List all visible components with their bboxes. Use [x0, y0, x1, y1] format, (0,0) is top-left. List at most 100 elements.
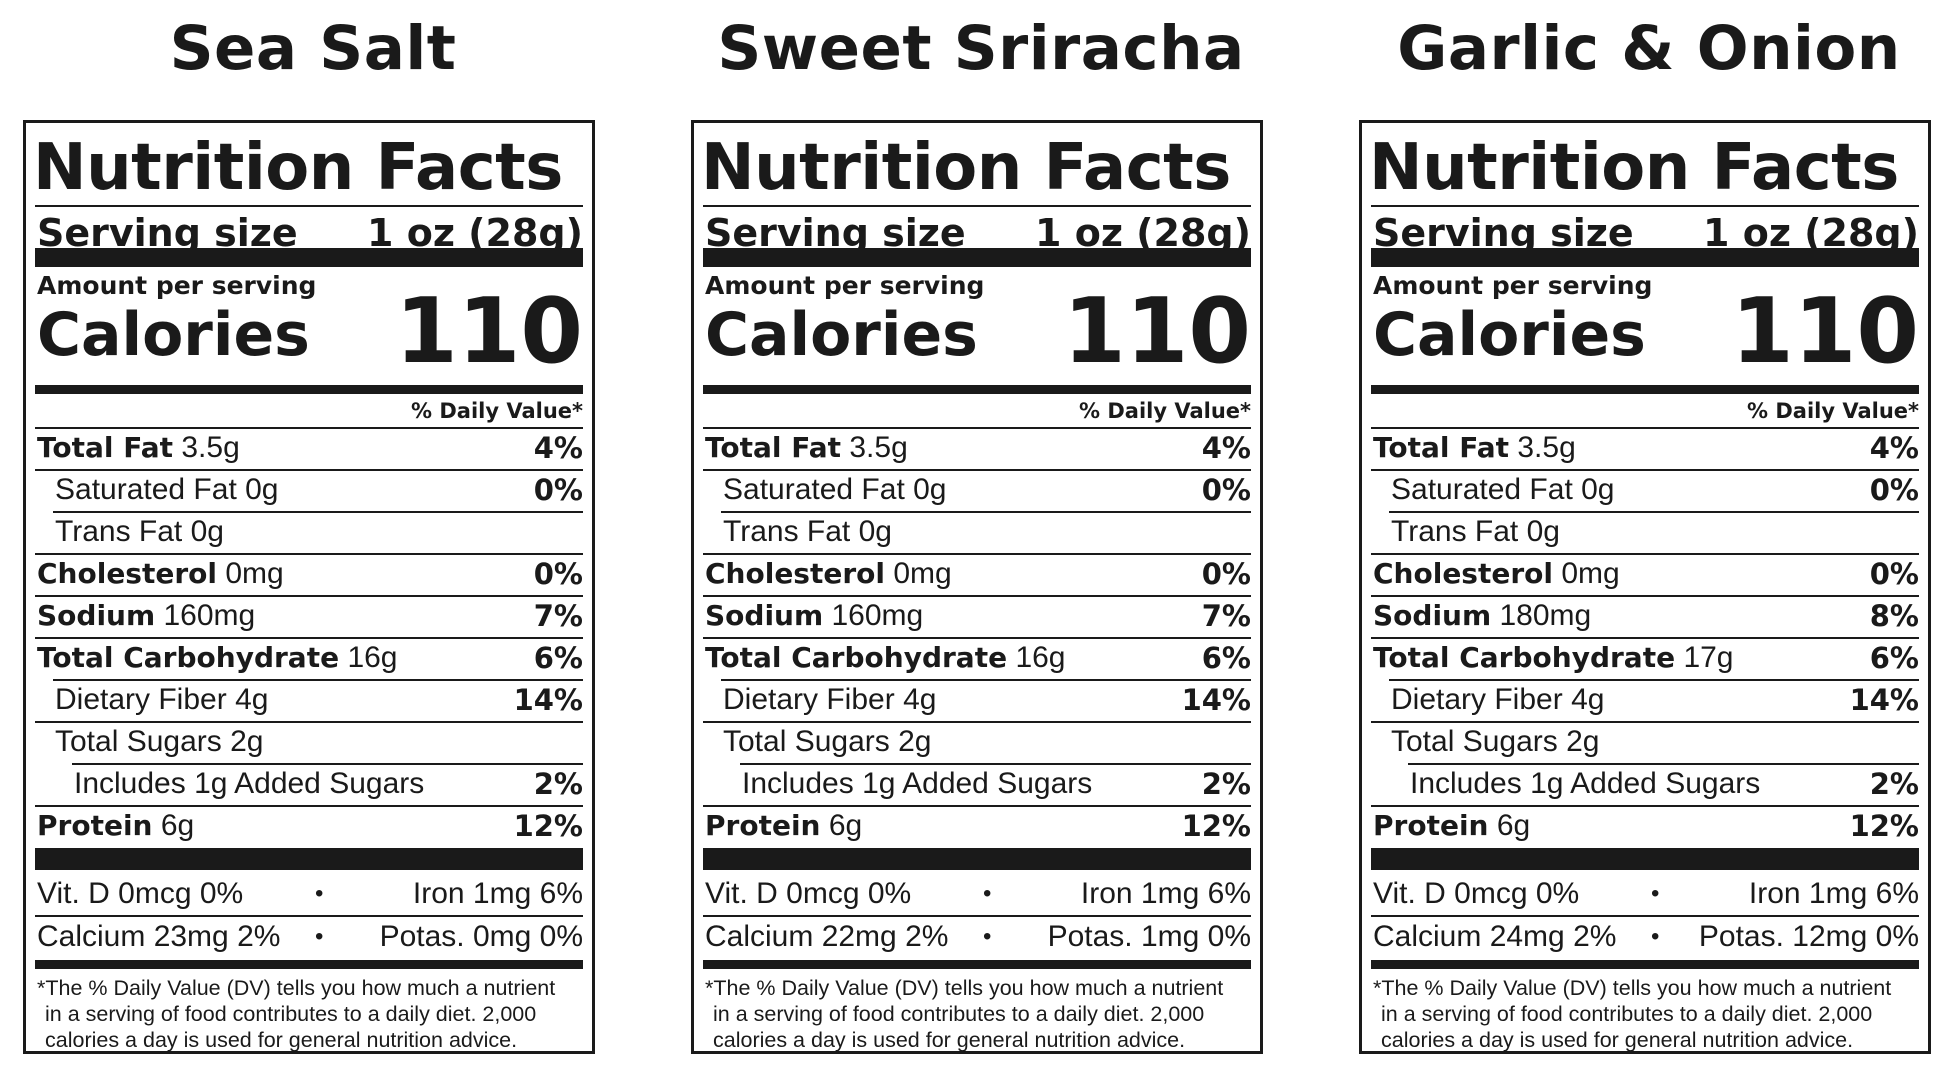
nutrient-row: Dietary Fiber 4g 14% [703, 679, 1251, 721]
daily-value-percent: 14% [1181, 683, 1251, 717]
nutrition-label: Nutrition Facts Serving size 1 oz (28g) … [1359, 120, 1931, 1054]
daily-value-percent: 14% [513, 683, 583, 717]
divider [703, 721, 1251, 723]
nutrient-label: Total Carbohydrate [37, 641, 340, 674]
calories-value: 110 [1063, 279, 1251, 384]
thick-divider [1371, 848, 1919, 870]
nutrition-label: Nutrition Facts Serving size 1 oz (28g) … [691, 120, 1263, 1054]
medium-divider [35, 960, 583, 969]
iron: Iron 1mg 6% [412, 877, 583, 910]
nutrient-name: Cholesterol 0mg [1373, 553, 1620, 595]
nutrient-amount: 0g [1526, 515, 1560, 548]
divider [703, 595, 1251, 597]
iron: Iron 1mg 6% [1080, 877, 1251, 910]
thick-divider [1371, 248, 1919, 267]
nutrient-label: Sodium [37, 599, 156, 632]
potassium: Potas. 12mg 0% [1698, 920, 1919, 953]
nutrient-name: Sodium 180mg [1373, 595, 1591, 637]
nutrient-row: Trans Fat 0g [703, 511, 1251, 553]
daily-value-percent: 0% [533, 557, 583, 591]
bullet-separator: • [315, 923, 324, 950]
nutrient-amount: 0mg [225, 557, 284, 590]
nutrient-name: Total Sugars 2g [1373, 721, 1599, 763]
nutrient-row: Cholesterol 0mg 0% [703, 553, 1251, 595]
nutrient-name: Total Fat 3.5g [37, 427, 240, 469]
thick-divider [35, 248, 583, 267]
serving-size-row: Serving size 1 oz (28g) [1371, 205, 1919, 261]
potassium: Potas. 0mg 0% [379, 920, 583, 953]
nutrient-label: Includes 1g Added Sugars [74, 767, 425, 800]
footnote-line: calories a day is used for general nutri… [45, 1028, 518, 1052]
divider [740, 763, 1251, 765]
amount-per-serving: Amount per serving [1373, 271, 1653, 300]
divider [35, 637, 583, 639]
amount-per-serving: Amount per serving [705, 271, 985, 300]
nutrient-row: Sodium 160mg 7% [35, 595, 583, 637]
medium-divider [703, 385, 1251, 394]
serving-size-label: Serving size [37, 211, 298, 255]
nutrient-label: Total Sugars [1391, 725, 1558, 758]
serving-size-value: 1 oz (28g) [1703, 211, 1919, 255]
nutrient-row: Protein 6g 12% [35, 805, 583, 847]
nutrient-label: Dietary Fiber [55, 683, 227, 716]
bullet-separator: • [1651, 923, 1660, 950]
daily-value-percent: 0% [1201, 473, 1251, 507]
nutrient-row: Includes 1g Added Sugars 2% [1371, 763, 1919, 805]
nutrient-row: Protein 6g 12% [1371, 805, 1919, 847]
daily-value-percent: 6% [1201, 641, 1251, 675]
divider [1371, 205, 1919, 207]
divider [703, 205, 1251, 207]
nutrient-label: Dietary Fiber [1391, 683, 1563, 716]
calories-value: 110 [1731, 279, 1919, 384]
daily-value-header: % Daily Value* [1079, 399, 1251, 423]
nutrient-amount: 2g [1566, 725, 1600, 758]
serving-size-row: Serving size 1 oz (28g) [35, 205, 583, 261]
nutrient-amount: 4g [235, 683, 269, 716]
flavor-heading: Sweet Sriracha [717, 13, 1245, 84]
divider [1371, 915, 1919, 917]
nutrient-name: Dietary Fiber 4g [37, 679, 268, 721]
nutrition-facts-title: Nutrition Facts [701, 131, 1231, 205]
nutrient-name: Trans Fat 0g [705, 511, 892, 553]
nutrient-amount: 17g [1683, 641, 1734, 674]
divider [35, 595, 583, 597]
nutrient-name: Includes 1g Added Sugars [37, 763, 424, 805]
nutrient-amount: 2g [230, 725, 264, 758]
serving-size-value: 1 oz (28g) [367, 211, 583, 255]
calcium: Calcium 22mg 2% [705, 920, 949, 953]
divider [1389, 511, 1919, 513]
serving-size-label: Serving size [1373, 211, 1634, 255]
daily-value-header: % Daily Value* [1747, 399, 1919, 423]
nutrient-amount: 3.5g [849, 431, 908, 464]
amount-per-serving: Amount per serving [37, 271, 317, 300]
divider [35, 427, 583, 429]
divider [1371, 721, 1919, 723]
bullet-separator: • [315, 880, 324, 907]
nutrient-label: Protein [1373, 809, 1489, 842]
nutrient-label: Protein [705, 809, 821, 842]
nutrient-amount: 160mg [831, 599, 924, 632]
nutrient-amount: 0g [245, 473, 279, 506]
divider [1371, 637, 1919, 639]
nutrient-name: Saturated Fat 0g [1373, 469, 1615, 511]
nutrient-name: Total Fat 3.5g [705, 427, 908, 469]
nutrient-label: Trans Fat [723, 515, 851, 548]
nutrient-amount: 2g [898, 725, 932, 758]
serving-size-value: 1 oz (28g) [1035, 211, 1251, 255]
nutrient-name: Saturated Fat 0g [37, 469, 279, 511]
nutrient-row: Saturated Fat 0g 0% [1371, 469, 1919, 511]
nutrient-row: Trans Fat 0g [35, 511, 583, 553]
nutrient-name: Total Carbohydrate 17g [1373, 637, 1734, 679]
nutrient-label: Total Fat [1373, 431, 1510, 464]
nutrient-label: Includes 1g Added Sugars [1410, 767, 1761, 800]
daily-value-percent: 14% [1849, 683, 1919, 717]
nutrient-row: Total Fat 3.5g 4% [35, 427, 583, 469]
nutrient-name: Protein 6g [705, 805, 862, 847]
divider [703, 469, 1251, 471]
calories-label: Calories [37, 300, 310, 370]
divider [1371, 805, 1919, 807]
daily-value-percent: 4% [533, 431, 583, 465]
medium-divider [1371, 960, 1919, 969]
nutrient-amount: 16g [347, 641, 398, 674]
nutrient-amount: 3.5g [181, 431, 240, 464]
